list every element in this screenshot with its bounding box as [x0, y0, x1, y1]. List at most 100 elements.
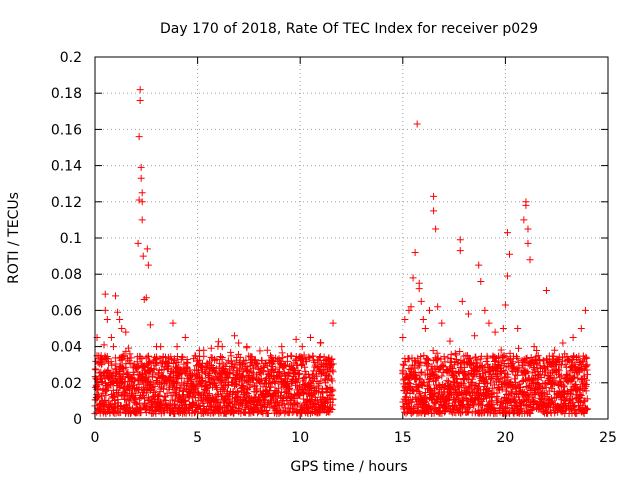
data-point	[431, 399, 439, 407]
y-tick-label: 0.14	[51, 159, 82, 175]
data-point	[136, 96, 144, 104]
data-point	[112, 292, 120, 300]
grid-lines	[95, 57, 608, 419]
data-point	[430, 192, 438, 200]
x-tick-label: 15	[394, 430, 412, 446]
data-point	[218, 353, 226, 361]
data-point	[464, 310, 472, 318]
data-point	[144, 393, 152, 401]
data-point	[152, 361, 160, 369]
data-point	[522, 369, 530, 377]
data-point	[536, 356, 544, 364]
data-point	[513, 402, 521, 410]
data-point	[294, 366, 302, 374]
data-point	[241, 376, 249, 384]
data-point	[420, 379, 428, 387]
data-point	[126, 403, 134, 411]
data-point	[315, 409, 323, 417]
data-point	[456, 247, 464, 255]
data-point	[551, 346, 559, 354]
data-point	[207, 344, 215, 352]
data-point	[413, 120, 421, 128]
data-point	[279, 394, 287, 402]
data-point	[173, 343, 181, 351]
data-point	[194, 357, 202, 365]
x-tick-label: 25	[599, 430, 617, 446]
data-point	[533, 347, 541, 355]
data-point	[483, 380, 491, 388]
data-point	[491, 353, 499, 361]
data-point	[569, 334, 577, 342]
data-point	[253, 359, 261, 367]
data-point	[299, 355, 307, 363]
data-point	[116, 368, 124, 376]
data-point	[224, 374, 232, 382]
data-point	[583, 361, 591, 369]
data-point	[183, 367, 191, 375]
data-point	[182, 363, 190, 371]
data-point	[407, 398, 415, 406]
data-point	[523, 354, 531, 362]
data-point	[184, 359, 192, 367]
data-point	[300, 351, 308, 359]
data-point	[475, 367, 483, 375]
data-point	[105, 397, 113, 405]
data-point	[519, 398, 527, 406]
data-point	[470, 402, 478, 410]
data-point	[205, 358, 213, 366]
data-point	[584, 405, 592, 413]
data-point	[277, 357, 285, 365]
data-point	[126, 359, 134, 367]
data-point	[525, 392, 533, 400]
data-point	[162, 397, 170, 405]
data-point	[313, 397, 321, 405]
data-point	[417, 297, 425, 305]
x-tick-label: 5	[193, 430, 202, 446]
data-point	[245, 352, 253, 360]
data-point	[159, 385, 167, 393]
data-point	[189, 398, 197, 406]
data-point	[195, 390, 203, 398]
data-point	[550, 374, 558, 382]
data-point	[494, 395, 502, 403]
data-point	[572, 380, 580, 388]
data-point	[267, 352, 275, 360]
data-point	[101, 306, 109, 314]
data-point	[271, 379, 279, 387]
data-point	[125, 344, 133, 352]
data-point	[151, 382, 159, 390]
data-point	[513, 354, 521, 362]
y-tick-label: 0.12	[51, 195, 82, 211]
x-tick-label: 0	[91, 430, 100, 446]
data-point	[415, 279, 423, 287]
data-point	[454, 368, 462, 376]
data-point	[267, 383, 275, 391]
data-point	[412, 371, 420, 379]
data-point	[107, 358, 115, 366]
data-point	[269, 403, 277, 411]
data-point	[212, 365, 220, 373]
data-point	[204, 370, 212, 378]
data-point	[453, 356, 461, 364]
data-point	[278, 349, 286, 357]
data-point	[471, 332, 479, 340]
data-point	[108, 361, 116, 369]
data-point	[417, 369, 425, 377]
data-point	[317, 339, 325, 347]
data-point	[464, 397, 472, 405]
data-point	[430, 207, 438, 215]
data-point	[444, 354, 452, 362]
data-point	[526, 256, 534, 264]
data-point	[431, 389, 439, 397]
data-point	[283, 357, 291, 365]
data-point	[577, 391, 585, 399]
data-point	[451, 395, 459, 403]
data-point	[481, 306, 489, 314]
data-point	[564, 371, 572, 379]
data-point	[109, 343, 117, 351]
data-point	[169, 319, 177, 327]
y-tick-label: 0.2	[60, 50, 82, 66]
data-point	[425, 375, 433, 383]
data-point	[281, 362, 289, 370]
data-point	[555, 353, 563, 361]
